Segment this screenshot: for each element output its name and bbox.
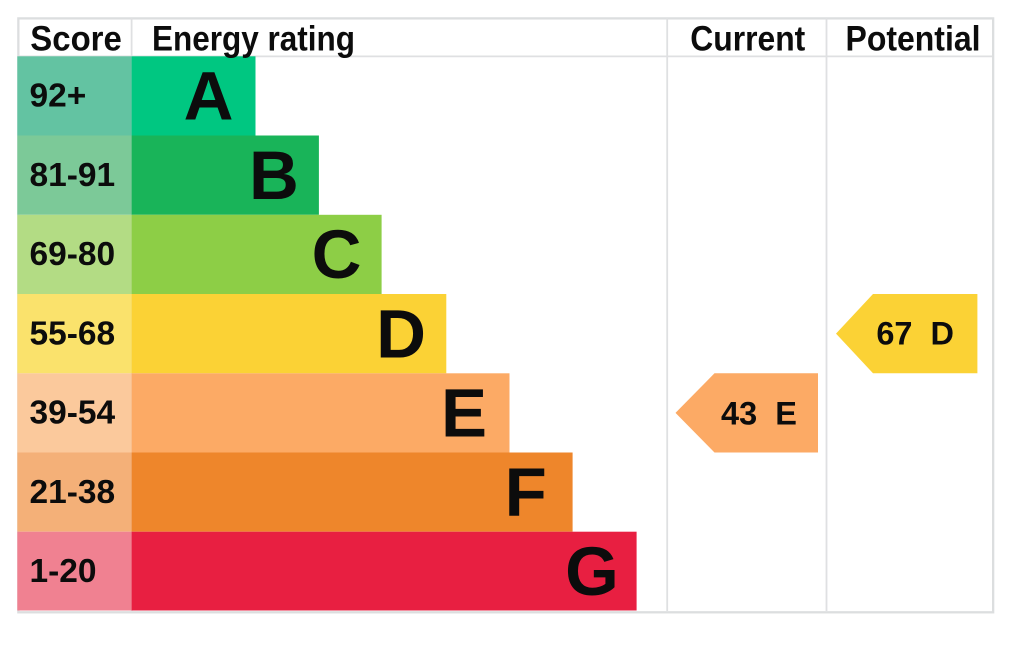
svg-text:55-68: 55-68 (30, 315, 116, 352)
svg-text:21-38: 21-38 (30, 474, 116, 511)
svg-text:Current: Current (690, 20, 805, 59)
svg-text:69-80: 69-80 (30, 236, 116, 273)
svg-text:39-54: 39-54 (30, 395, 116, 432)
svg-text:B: B (249, 137, 299, 214)
svg-text:D: D (376, 295, 426, 372)
svg-text:Potential: Potential (846, 20, 981, 59)
svg-text:Energy rating: Energy rating (152, 20, 355, 59)
svg-text:43 E: 43 E (721, 395, 797, 431)
svg-text:G: G (565, 533, 619, 610)
svg-text:Score: Score (30, 20, 122, 59)
svg-text:1-20: 1-20 (30, 553, 97, 590)
svg-text:67 D: 67 D (876, 316, 954, 352)
svg-text:92+: 92+ (30, 78, 87, 115)
svg-text:81-91: 81-91 (30, 157, 116, 194)
svg-text:C: C (312, 216, 362, 293)
svg-text:F: F (505, 454, 547, 531)
svg-text:A: A (184, 58, 234, 135)
svg-text:E: E (441, 375, 487, 452)
